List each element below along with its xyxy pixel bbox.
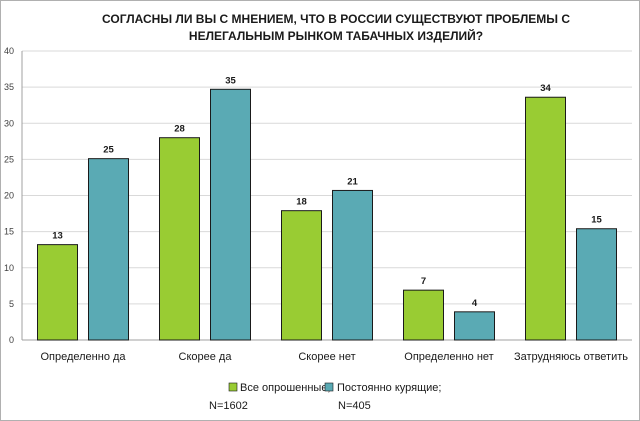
bar-all-respondents-rather-no	[281, 210, 322, 341]
legend: Все опрошенные; N=1602 Постоянно курящие…	[209, 382, 441, 412]
y-tick-label-35: 35	[4, 82, 14, 92]
data-label-regular-smokers-rather-no: 21	[347, 176, 358, 187]
legend-label-all-respondents: Все опрошенные;	[240, 382, 331, 394]
category-label-hard-to-say: Затрудняюсь ответить	[514, 351, 628, 363]
category-label-definitely-yes: Определенно да	[40, 351, 126, 363]
data-label-regular-smokers-hard-to-say: 15	[591, 215, 602, 226]
category-label-definitely-no: Определенно нет	[404, 351, 493, 363]
legend-sample-all-respondents: N=1602	[209, 400, 248, 412]
data-label-regular-smokers-definitely-yes: 25	[103, 145, 114, 156]
bars	[37, 88, 617, 341]
legend-swatch-all-respondents	[228, 382, 238, 392]
category-label-rather-yes: Скорее да	[179, 351, 233, 363]
bar-regular-smokers-rather-no	[332, 189, 373, 341]
bar-regular-smokers-definitely-yes	[88, 158, 129, 341]
data-label-all-respondents-definitely-no: 7	[421, 276, 426, 287]
bar-regular-smokers-hard-to-say	[576, 228, 617, 341]
chart-title-line-2: НЕЛЕГАЛЬНЫМ РЫНКОМ ТАБАЧНЫХ ИЗДЕЛИЙ?	[189, 28, 483, 43]
data-label-all-respondents-hard-to-say: 34	[540, 83, 551, 94]
y-axis-ticks: 0 5 10 15 20 25 30 35 40	[4, 46, 14, 345]
bar-regular-smokers-rather-yes	[210, 88, 251, 341]
y-tick-label-10: 10	[4, 263, 14, 273]
data-label-all-respondents-definitely-yes: 13	[52, 231, 63, 242]
bar-all-respondents-hard-to-say	[525, 96, 566, 341]
x-axis-categories: Определенно да Скорее да Скорее нет Определ…	[40, 351, 628, 363]
chart-title-line-1: СОГЛАСНЫ ЛИ ВЫ С МНЕНИЕМ, ЧТО В РОССИИ С…	[102, 12, 570, 26]
category-label-rather-no: Скорее нет	[298, 351, 355, 363]
y-tick-label-40: 40	[4, 46, 14, 56]
bar-all-respondents-rather-yes	[159, 137, 200, 341]
y-tick-label-0: 0	[9, 335, 14, 345]
y-tick-label-25: 25	[4, 154, 14, 164]
y-tick-label-15: 15	[4, 227, 14, 237]
legend-label-regular-smokers: Постоянно курящие;	[337, 382, 441, 394]
bar-all-respondents-definitely-no	[403, 289, 444, 341]
data-label-all-respondents-rather-yes: 28	[174, 124, 185, 135]
bar-all-respondents-definitely-yes	[37, 244, 78, 341]
data-label-regular-smokers-definitely-no: 4	[472, 298, 478, 309]
bar-regular-smokers-definitely-no	[454, 311, 495, 341]
legend-swatch-regular-smokers	[324, 382, 334, 392]
data-label-all-respondents-rather-no: 18	[296, 197, 307, 208]
y-tick-label-20: 20	[4, 191, 14, 201]
data-labels: 13 25 28 35 18 21 7 4 34 15	[52, 75, 602, 309]
y-tick-label-30: 30	[4, 118, 14, 128]
legend-sample-regular-smokers: N=405	[338, 400, 371, 412]
data-label-regular-smokers-rather-yes: 35	[225, 75, 236, 86]
y-tick-label-5: 5	[9, 299, 14, 309]
